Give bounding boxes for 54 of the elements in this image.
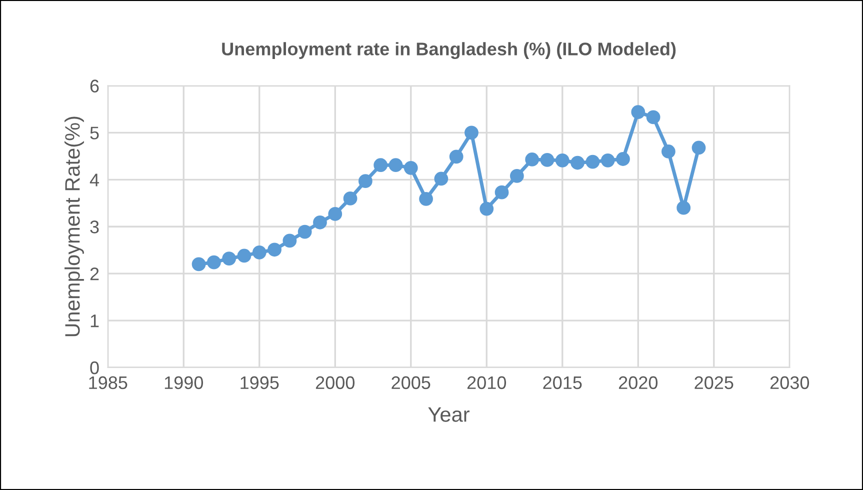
- point: [374, 158, 388, 172]
- y-tick-label: 5: [90, 126, 99, 140]
- point: [631, 105, 646, 119]
- point: [464, 126, 478, 140]
- point: [206, 255, 221, 270]
- y-tick-label: 6: [90, 80, 99, 92]
- x-tick-label: 1995: [240, 376, 279, 390]
- point: [449, 150, 464, 164]
- point: [313, 215, 327, 230]
- point: [282, 234, 297, 248]
- x-tick-label: 2020: [618, 376, 658, 390]
- point: [676, 200, 691, 215]
- point: [298, 224, 312, 239]
- point: [192, 257, 206, 272]
- point: [555, 153, 570, 168]
- point: [692, 140, 706, 155]
- point: [358, 174, 372, 188]
- x-tick-label: 1990: [164, 376, 204, 390]
- point: [480, 202, 494, 216]
- y-tick-label: 3: [90, 220, 99, 234]
- point: [404, 160, 418, 175]
- point: [646, 110, 660, 124]
- point: [494, 185, 509, 200]
- point: [419, 192, 433, 206]
- point: [570, 156, 584, 170]
- point: [222, 252, 236, 266]
- point: [616, 152, 630, 166]
- x-axis-title: Year: [428, 407, 470, 422]
- x-tick-label: 2010: [467, 376, 506, 390]
- point: [237, 248, 252, 263]
- point: [586, 154, 600, 169]
- y-tick-label: 0: [90, 361, 99, 374]
- point: [343, 192, 358, 206]
- point: [540, 153, 554, 167]
- point: [661, 144, 676, 158]
- point: [525, 152, 540, 166]
- x-tick-label: 2000: [316, 376, 355, 390]
- point: [268, 242, 282, 257]
- y-tick-label: 2: [90, 268, 99, 280]
- point: [252, 246, 266, 260]
- point: [388, 158, 403, 172]
- point: [510, 168, 524, 183]
- y-tick-label: 1: [90, 314, 99, 328]
- point: [434, 172, 448, 186]
- y-tick-label: 4: [90, 174, 100, 186]
- x-tick-label: 1985: [89, 376, 128, 390]
- point: [328, 207, 342, 221]
- y-axis-title: Unemployment Rate(%): [64, 116, 84, 336]
- chart-title: Unemployment rate in Bangladesh (%) (ILO Modeled): [222, 42, 676, 60]
- x-tick-label: 2025: [694, 376, 734, 390]
- x-tick-label: 2005: [392, 376, 430, 390]
- x-tick-label: 2015: [543, 376, 582, 390]
- point: [600, 153, 615, 168]
- x-tick-label: 2030: [770, 376, 810, 390]
